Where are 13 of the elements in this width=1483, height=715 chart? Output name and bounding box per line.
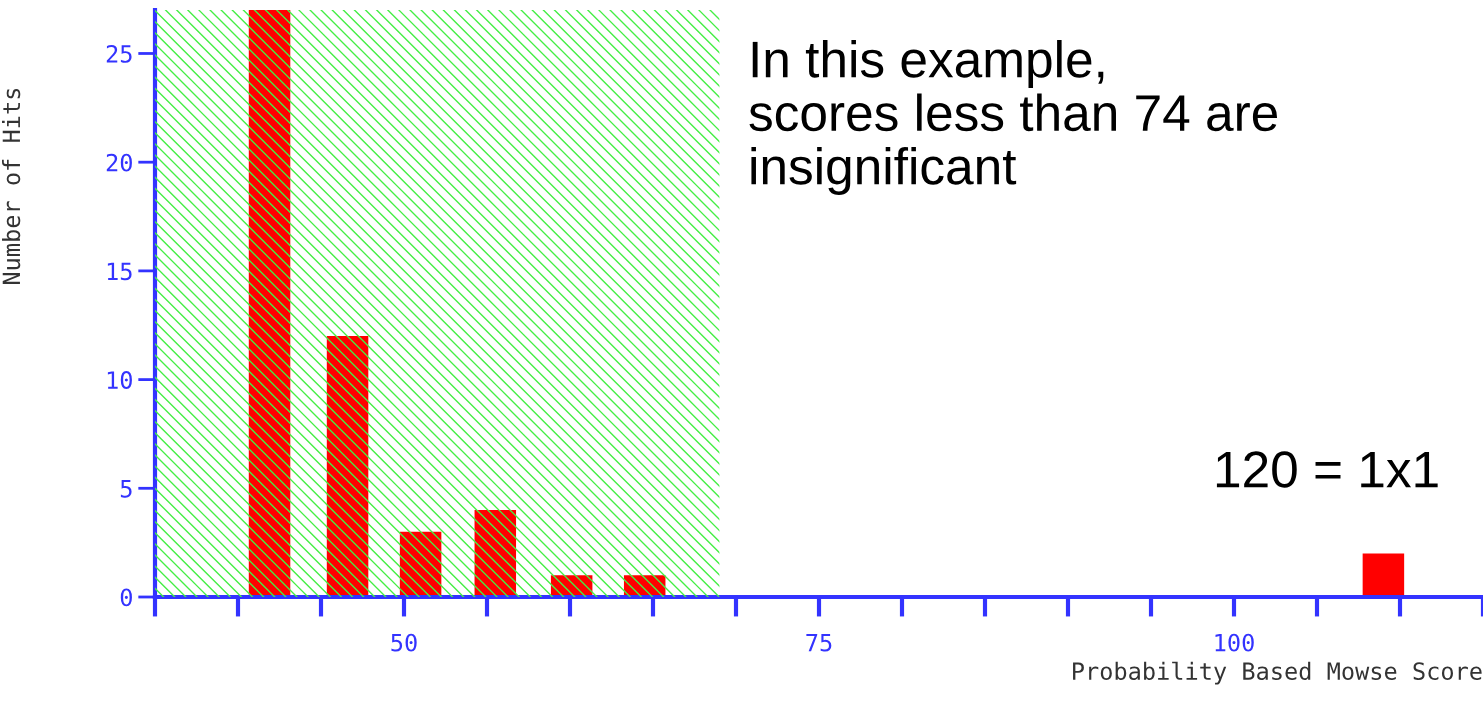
y-tick-label: 5 bbox=[120, 480, 132, 498]
x-tick-label: 75 bbox=[806, 633, 832, 652]
x-tick-label: 100 bbox=[1215, 633, 1254, 652]
x-tick-label: 50 bbox=[391, 633, 417, 652]
x-axis-title: Probability Based Mowse Score bbox=[1073, 661, 1482, 685]
y-axis-title: Number of Hits bbox=[2, 88, 21, 284]
y-tick-label: 20 bbox=[106, 153, 132, 172]
y-tick-label: 0 bbox=[120, 588, 132, 607]
annotation: In this example, scores less than 74 are insignificant bbox=[749, 40, 1278, 195]
y-tick-label: 10 bbox=[107, 371, 132, 389]
annotation: 120 = 1x1 bbox=[1216, 451, 1438, 488]
y-tick-label: 15 bbox=[107, 262, 132, 281]
y-tick-label: 25 bbox=[106, 44, 132, 63]
